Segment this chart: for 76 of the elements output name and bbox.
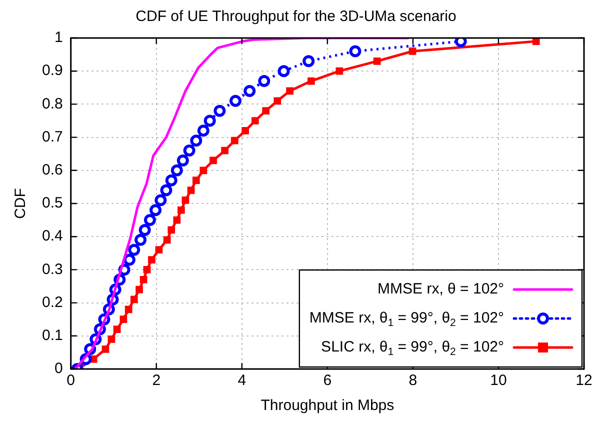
point [307, 77, 315, 85]
point [200, 166, 208, 174]
chart-title: CDF of UE Throughput for the 3D-UMa scenario [136, 8, 456, 26]
point [102, 345, 110, 353]
point [130, 296, 138, 304]
point [197, 124, 210, 137]
point [113, 326, 121, 333]
point [214, 104, 226, 117]
y-tick-label: 0.4 [42, 228, 63, 245]
point [148, 256, 156, 264]
point [278, 65, 290, 78]
y-tick-label: 0.2 [42, 294, 63, 311]
point [165, 174, 178, 186]
point [336, 67, 344, 75]
point [176, 154, 189, 166]
x-tick-label: 8 [408, 372, 418, 390]
point [454, 38, 467, 48]
x-tick-label: 12 [576, 372, 592, 390]
point [173, 216, 181, 224]
point [170, 164, 183, 176]
y-tick-label: 0.9 [42, 62, 63, 80]
point [163, 236, 171, 244]
y-tick-label: 0.8 [42, 95, 63, 112]
point [204, 114, 216, 127]
point [160, 184, 172, 196]
point [230, 136, 238, 144]
point [182, 196, 190, 204]
point [349, 45, 362, 58]
point [150, 204, 162, 216]
y-tick-label: 0.7 [42, 128, 63, 146]
x-tick-label: 0 [66, 372, 76, 390]
point [183, 144, 196, 157]
point [221, 146, 228, 154]
point [244, 84, 256, 97]
point [143, 266, 151, 274]
point [108, 336, 116, 343]
y-tick-label: 1 [54, 29, 63, 46]
x-tick-label: 6 [323, 372, 332, 390]
point [229, 94, 242, 107]
y-tick-label: 0.3 [42, 260, 63, 278]
x-axis-title: Throughput in Mbps [260, 397, 394, 414]
point [140, 276, 148, 284]
point [123, 254, 136, 266]
point [124, 306, 132, 314]
point [144, 214, 156, 226]
point [302, 55, 315, 68]
point [136, 286, 143, 294]
legend-label: MMSE rx, θ = 102° [378, 280, 504, 298]
point [154, 194, 167, 206]
point [258, 75, 270, 88]
point [274, 97, 282, 105]
point [192, 176, 200, 184]
y-tick-label: 0 [54, 360, 63, 378]
point [177, 206, 185, 214]
point [120, 316, 128, 324]
x-tick-label: 4 [238, 372, 246, 390]
y-tick-label: 0.1 [42, 327, 63, 344]
y-axis-title: CDF [12, 188, 30, 219]
x-tick-label: 2 [152, 372, 161, 390]
point [408, 48, 416, 55]
point [286, 87, 294, 95]
point [134, 234, 147, 246]
point [242, 127, 250, 134]
point [210, 156, 217, 164]
point [128, 244, 140, 256]
point [262, 107, 270, 114]
point [187, 186, 195, 194]
point [168, 226, 176, 234]
point [155, 246, 163, 254]
point [190, 134, 202, 147]
point [251, 117, 259, 124]
x-tick-label: 10 [490, 372, 507, 390]
point [373, 57, 381, 65]
y-tick-label: 0.6 [42, 162, 63, 179]
point [138, 224, 151, 236]
y-tick-label: 0.5 [42, 194, 63, 212]
